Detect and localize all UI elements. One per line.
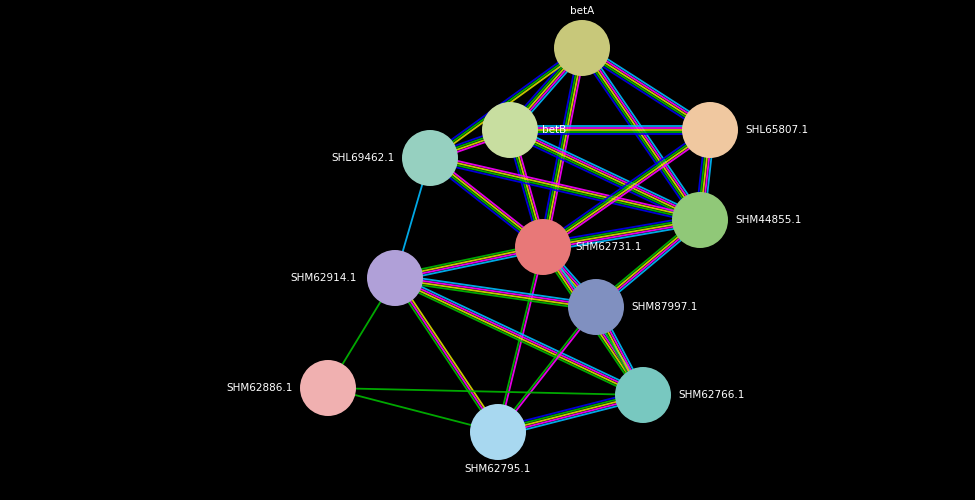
Text: betA: betA xyxy=(569,6,594,16)
Circle shape xyxy=(568,279,624,335)
Text: SHM62731.1: SHM62731.1 xyxy=(575,242,642,252)
Text: SHM62795.1: SHM62795.1 xyxy=(465,464,531,474)
Circle shape xyxy=(470,404,526,460)
Text: SHM62886.1: SHM62886.1 xyxy=(226,383,293,393)
Text: SHM62914.1: SHM62914.1 xyxy=(291,273,357,283)
Circle shape xyxy=(482,102,538,158)
Circle shape xyxy=(682,102,738,158)
Circle shape xyxy=(554,20,610,76)
Circle shape xyxy=(615,367,671,423)
Text: SHL69462.1: SHL69462.1 xyxy=(332,153,395,163)
Circle shape xyxy=(402,130,458,186)
Text: SHM87997.1: SHM87997.1 xyxy=(631,302,697,312)
Circle shape xyxy=(300,360,356,416)
Circle shape xyxy=(367,250,423,306)
Circle shape xyxy=(515,219,571,275)
Text: SHM62766.1: SHM62766.1 xyxy=(678,390,744,400)
Text: betB: betB xyxy=(542,125,566,135)
Text: SHM44855.1: SHM44855.1 xyxy=(735,215,801,225)
Text: SHL65807.1: SHL65807.1 xyxy=(745,125,808,135)
Circle shape xyxy=(672,192,728,248)
